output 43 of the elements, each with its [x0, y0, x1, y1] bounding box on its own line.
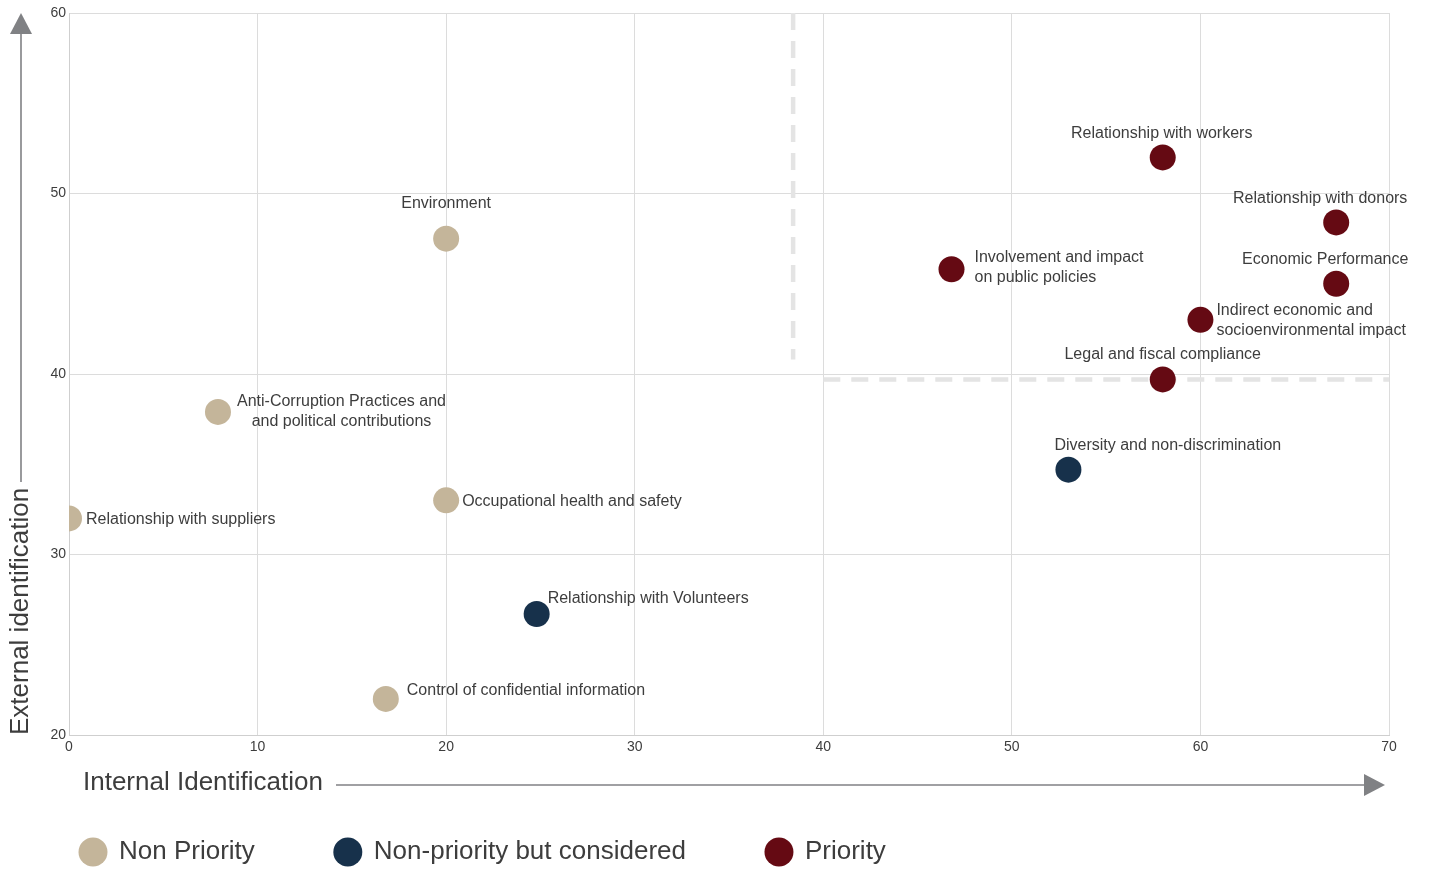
y-axis-title: External identification [4, 487, 35, 735]
x-tick-label: 60 [1192, 738, 1209, 755]
x-tick-label: 70 [1381, 738, 1397, 755]
legend-label: Priority [804, 835, 886, 866]
point [523, 601, 550, 628]
legend-label: Non Priority [119, 835, 255, 866]
point [1149, 144, 1176, 171]
x-tick-label: 30 [626, 738, 643, 755]
point [1323, 209, 1350, 236]
annotation: Relationship with workers [1071, 123, 1253, 141]
annotation: Environment [401, 194, 492, 212]
annotation: Legal and fiscal compliance [1064, 344, 1262, 362]
annotation: Relationship with Volunteers [547, 589, 749, 607]
annotation: Control of confidential information [406, 681, 646, 699]
point [433, 487, 460, 514]
annotation: Relationship with suppliers [86, 509, 276, 527]
annotation: Indirect economic and socioenvironmental impact [1216, 301, 1407, 339]
x-tick-label: 0 [65, 738, 74, 755]
annotation: Relationship with donors [1233, 188, 1408, 206]
x-axis-title: Internal Identification [83, 766, 323, 797]
x-tick-label: 10 [249, 738, 266, 755]
point [372, 685, 399, 712]
annotation: Involvement and impact on public policies [974, 247, 1145, 285]
point [1323, 270, 1350, 297]
legend-label: Non-priority but considered [373, 835, 686, 866]
annotation: Diversity and non-discrimination [1054, 436, 1282, 454]
point [1055, 456, 1082, 483]
x-tick-label: 20 [438, 738, 455, 755]
y-tick-label: 50 [50, 184, 67, 201]
point [204, 398, 231, 425]
point [1187, 306, 1214, 333]
point [433, 225, 460, 252]
point [1149, 366, 1176, 393]
y-tick-label: 60 [50, 3, 67, 20]
y-tick-label: 20 [50, 725, 67, 742]
x-tick-label: 50 [1004, 738, 1020, 755]
y-tick-label: 30 [50, 545, 67, 562]
annotation: Economic Performance [1242, 250, 1409, 268]
x-tick-label: 40 [815, 738, 832, 755]
y-tick-label: 40 [50, 364, 67, 381]
point [938, 256, 965, 283]
annotation: Occupational health and safety [462, 491, 682, 509]
annotation: Anti-Corruption Practices and and political contributions [236, 392, 446, 430]
